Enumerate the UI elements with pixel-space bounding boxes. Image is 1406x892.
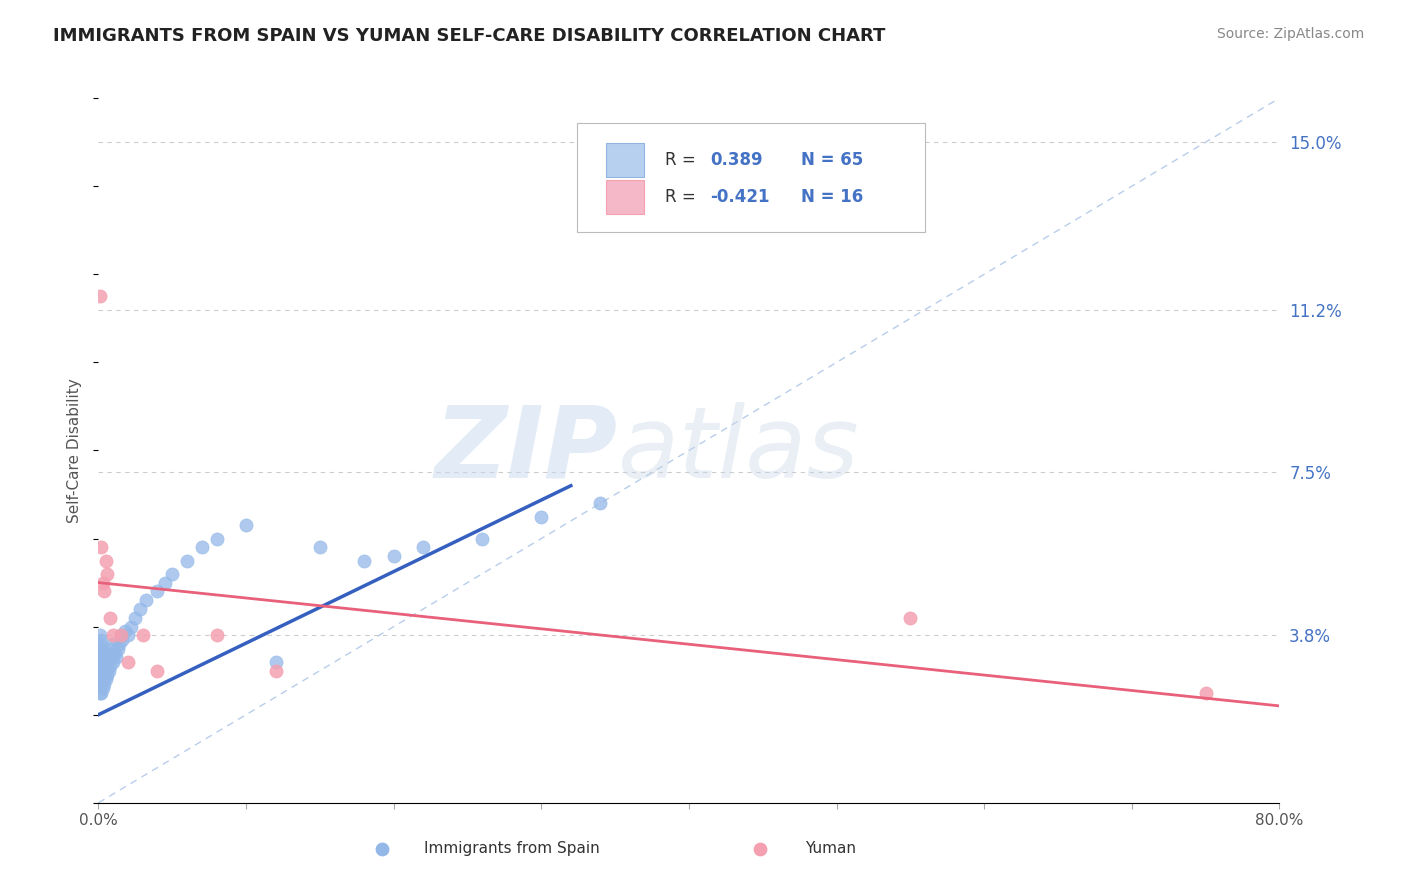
Point bbox=[90, 677, 112, 691]
Point bbox=[205, 532, 228, 546]
Point bbox=[264, 655, 287, 669]
Point bbox=[90, 668, 112, 682]
Point bbox=[108, 637, 131, 651]
Text: N = 65: N = 65 bbox=[801, 151, 863, 169]
Point bbox=[146, 664, 169, 678]
Text: Immigrants from Spain: Immigrants from Spain bbox=[425, 841, 600, 856]
Point bbox=[900, 611, 922, 625]
Point bbox=[117, 655, 139, 669]
Point bbox=[153, 575, 176, 590]
Point bbox=[97, 650, 120, 665]
Point bbox=[90, 632, 112, 647]
Point bbox=[353, 553, 375, 567]
Point bbox=[98, 641, 121, 656]
Point bbox=[146, 584, 169, 599]
Point bbox=[124, 611, 146, 625]
Point bbox=[589, 496, 612, 510]
Point bbox=[89, 655, 111, 669]
Text: Source: ZipAtlas.com: Source: ZipAtlas.com bbox=[1216, 27, 1364, 41]
Point bbox=[91, 575, 114, 590]
Point bbox=[89, 628, 111, 642]
Text: -0.421: -0.421 bbox=[710, 188, 769, 206]
Point bbox=[264, 664, 287, 678]
Point bbox=[114, 624, 136, 638]
FancyBboxPatch shape bbox=[576, 123, 925, 232]
Point bbox=[94, 650, 117, 665]
Text: IMMIGRANTS FROM SPAIN VS YUMAN SELF-CARE DISABILITY CORRELATION CHART: IMMIGRANTS FROM SPAIN VS YUMAN SELF-CARE… bbox=[53, 27, 886, 45]
Point bbox=[103, 628, 125, 642]
Point bbox=[89, 650, 111, 665]
Point bbox=[93, 668, 115, 682]
FancyBboxPatch shape bbox=[606, 144, 644, 177]
Point bbox=[89, 641, 111, 656]
Point bbox=[98, 659, 121, 673]
Point bbox=[105, 650, 128, 665]
Point bbox=[191, 541, 214, 555]
Point bbox=[107, 641, 129, 656]
Point bbox=[91, 646, 114, 660]
Point bbox=[117, 628, 139, 642]
Point bbox=[94, 664, 117, 678]
Point bbox=[93, 677, 115, 691]
Point bbox=[1195, 686, 1218, 700]
Text: Yuman: Yuman bbox=[806, 841, 856, 856]
Point bbox=[530, 509, 553, 524]
Point bbox=[96, 566, 118, 581]
Text: N = 16: N = 16 bbox=[801, 188, 863, 206]
Point bbox=[110, 628, 132, 642]
Point bbox=[90, 659, 112, 673]
Point bbox=[89, 686, 111, 700]
Point bbox=[412, 541, 434, 555]
Point bbox=[97, 664, 120, 678]
Point bbox=[93, 659, 115, 673]
FancyBboxPatch shape bbox=[606, 180, 644, 214]
Point bbox=[90, 686, 112, 700]
Point bbox=[98, 611, 121, 625]
Text: 0.389: 0.389 bbox=[710, 151, 763, 169]
Point bbox=[235, 518, 257, 533]
Point bbox=[89, 637, 111, 651]
Text: ZIP: ZIP bbox=[434, 402, 619, 499]
Point bbox=[382, 549, 405, 564]
Point bbox=[135, 593, 157, 607]
Point bbox=[100, 650, 122, 665]
Point bbox=[91, 673, 114, 687]
Point bbox=[128, 602, 150, 616]
Point bbox=[89, 289, 111, 303]
Point bbox=[90, 641, 112, 656]
Point bbox=[103, 637, 125, 651]
Point bbox=[94, 553, 117, 567]
Point bbox=[89, 673, 111, 687]
Point bbox=[120, 619, 142, 633]
Point bbox=[110, 628, 132, 642]
Point bbox=[90, 541, 112, 555]
Point bbox=[91, 664, 114, 678]
Point bbox=[103, 655, 125, 669]
Point bbox=[111, 632, 134, 647]
Y-axis label: Self-Care Disability: Self-Care Disability bbox=[67, 378, 83, 523]
Point bbox=[96, 668, 118, 682]
Point bbox=[89, 664, 111, 678]
Point bbox=[93, 646, 115, 660]
Point bbox=[91, 681, 114, 696]
Point bbox=[94, 673, 117, 687]
Point bbox=[89, 659, 111, 673]
Point bbox=[93, 584, 115, 599]
Point bbox=[104, 646, 127, 660]
Text: R =: R = bbox=[665, 188, 702, 206]
Point bbox=[132, 628, 155, 642]
Point bbox=[96, 655, 118, 669]
Point bbox=[90, 650, 112, 665]
Point bbox=[205, 628, 228, 642]
Point bbox=[162, 566, 183, 581]
Text: R =: R = bbox=[665, 151, 702, 169]
Text: atlas: atlas bbox=[619, 402, 859, 499]
Point bbox=[89, 646, 111, 660]
Point bbox=[471, 532, 494, 546]
Point bbox=[176, 553, 198, 567]
Point bbox=[309, 541, 332, 555]
Point bbox=[91, 655, 114, 669]
